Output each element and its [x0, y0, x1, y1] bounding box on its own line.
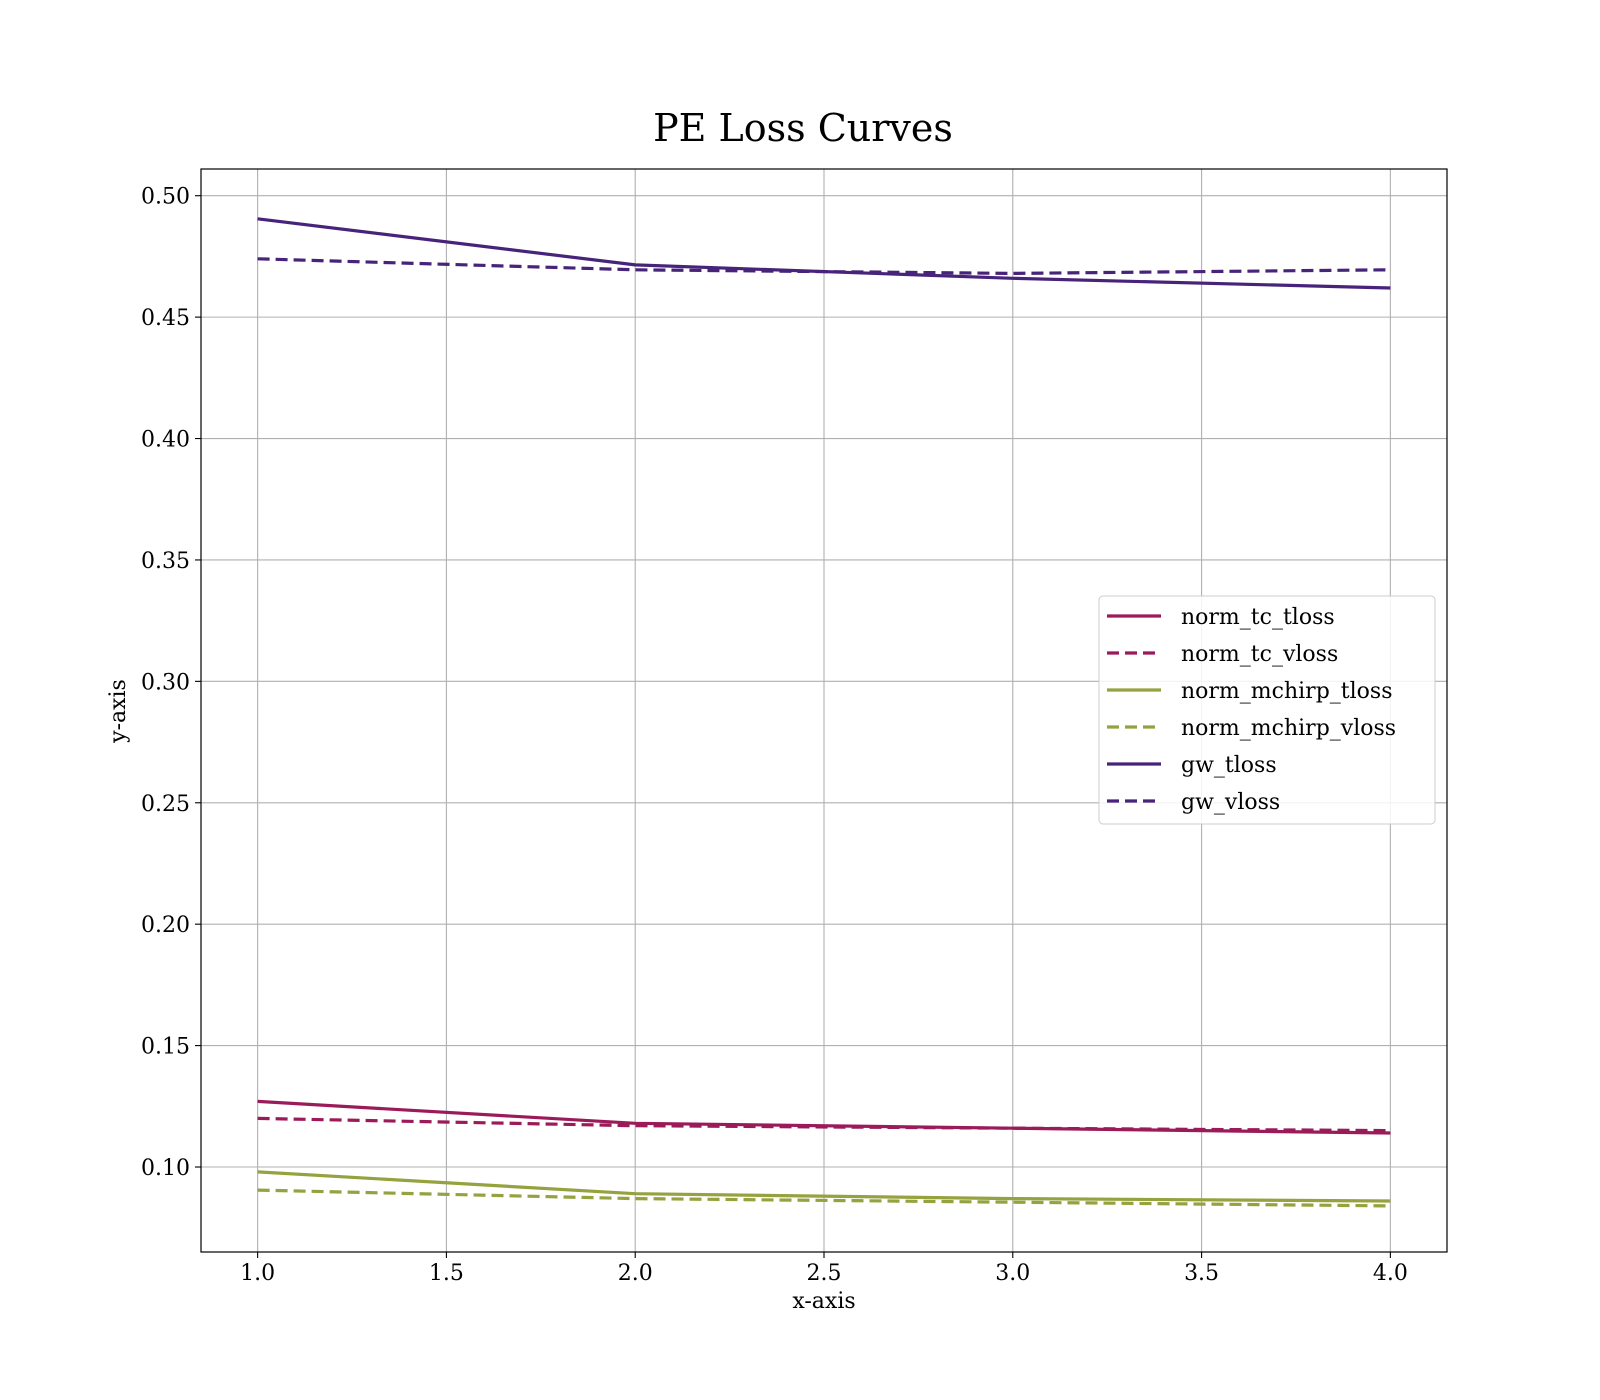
y-ticks: 0.10 0.15 0.20 0.25 0.30 0.35 0.40 0.45 0.50 [141, 185, 201, 1181]
legend-label: norm_mchirp_tloss [1181, 679, 1392, 704]
x-tick-label: 4.0 [1373, 1261, 1408, 1286]
series-line-norm-tc-vloss [257, 1116, 1391, 1133]
x-tick-label: 3.0 [995, 1261, 1030, 1286]
legend: norm_tc_tloss norm_tc_vloss norm_mchirp_tl… [1098, 595, 1436, 825]
series-lines [257, 217, 1391, 1208]
y-tick-label: 0.20 [141, 913, 190, 938]
series-line-norm-mchirp-vloss [257, 1188, 1391, 1208]
x-tick-label: 3.5 [1184, 1261, 1219, 1286]
series-line-gw-vloss [257, 257, 1391, 275]
legend-label: gw_tloss [1181, 753, 1277, 778]
y-tick-label: 0.40 [141, 428, 190, 453]
legend-box [1098, 595, 1436, 825]
legend-label: gw_vloss [1181, 790, 1280, 815]
chart-title: PE Loss Curves [653, 106, 953, 150]
legend-label: norm_mchirp_vloss [1181, 716, 1396, 741]
y-tick-label: 0.15 [141, 1035, 190, 1060]
y-tick-label: 0.30 [141, 670, 190, 695]
x-tick-label: 2.5 [807, 1261, 842, 1286]
y-axis-label: y-axis [106, 679, 131, 744]
y-tick-label: 0.45 [141, 306, 190, 331]
y-tick-label: 0.10 [141, 1156, 190, 1181]
x-axis-label: x-axis [792, 1289, 855, 1314]
series-line-norm-mchirp-tloss [257, 1170, 1391, 1203]
x-ticks: 1.0 1.5 2.0 2.5 3.0 3.5 4.0 [240, 1252, 1408, 1286]
y-tick-label: 0.50 [141, 185, 190, 210]
x-tick-label: 1.5 [429, 1261, 464, 1286]
x-tick-label: 2.0 [618, 1261, 653, 1286]
y-tick-label: 0.35 [141, 549, 190, 574]
x-tick-label: 1.0 [240, 1261, 275, 1286]
y-tick-label: 0.25 [141, 792, 190, 817]
legend-label: norm_tc_tloss [1181, 605, 1335, 630]
legend-label: norm_tc_vloss [1181, 642, 1338, 667]
